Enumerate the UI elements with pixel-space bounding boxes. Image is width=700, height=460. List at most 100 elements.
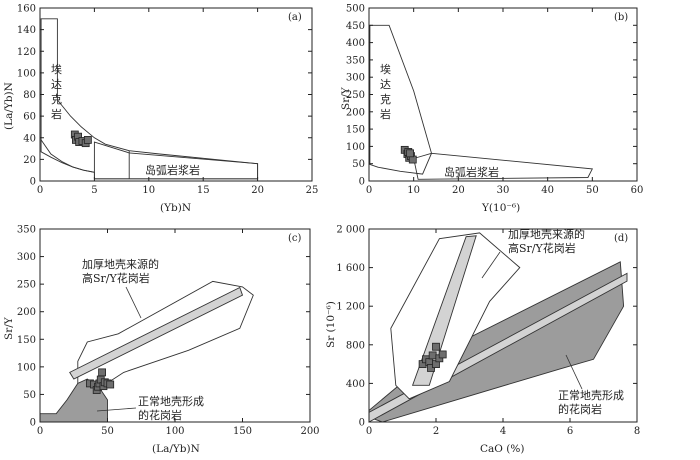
label-island-arc-a: 岛弧岩浆岩 — [145, 163, 200, 177]
y-tick-label: 2 000 — [336, 225, 365, 236]
panel-c-tag: (c) — [288, 233, 302, 244]
y-tick-label: 80 — [23, 90, 36, 101]
label-thickened-d: 加厚地壳来源的 高Sr/Y花岗岩 — [508, 227, 585, 255]
svg-text:的花岗岩: 的花岗岩 — [558, 402, 602, 416]
panel-b-xlabel: Y(10⁻⁶) — [481, 202, 520, 214]
panel-d: 0 2 4 6 8 0 400 800 1 200 1 600 2 000 — [336, 225, 640, 438]
label-adakite-b: 埃 达 克 岩 — [380, 62, 391, 121]
y-tick-label: 50 — [23, 390, 36, 401]
x-tick-label: 0 — [366, 426, 372, 437]
y-tick-label: 60 — [23, 112, 36, 123]
sample-point — [438, 350, 447, 359]
svg-text:克: 克 — [51, 93, 62, 106]
y-tick-label: 300 — [346, 73, 365, 84]
svg-text:正常地壳形成: 正常地壳形成 — [558, 388, 624, 402]
x-tick-label: 2 — [433, 426, 439, 437]
x-tick-label: 10 — [142, 185, 155, 196]
svg-text:高Sr/Y花岗岩: 高Sr/Y花岗岩 — [508, 241, 576, 255]
panel-a-tag: (a) — [288, 12, 302, 23]
x-tick-label: 0 — [366, 185, 372, 196]
svg-text:达: 达 — [380, 78, 391, 91]
field-bar — [69, 286, 244, 380]
sample-point — [83, 136, 92, 144]
panel-c: 0 50 100 150 200 0 50 100 150 200 250 300 350 — [17, 225, 320, 438]
field-adakite — [369, 24, 432, 175]
panel-b-tag: (b) — [614, 12, 628, 23]
panel-c-ylabel: Sr/Y — [3, 316, 15, 340]
y-tick-label: 800 — [346, 340, 365, 351]
label-thickened-c: 加厚地壳来源的 高Sr/Y花岗岩 — [82, 257, 159, 285]
y-tick-label: 120 — [17, 47, 36, 58]
y-tick-label: 350 — [17, 225, 36, 236]
x-tick-label: 6 — [567, 426, 573, 437]
y-tick-label: 350 — [346, 55, 365, 66]
x-tick-label: 30 — [497, 185, 510, 196]
y-tick-label: 140 — [17, 25, 36, 36]
svg-text:正常地壳形成: 正常地壳形成 — [138, 394, 204, 408]
svg-text:岩: 岩 — [380, 107, 391, 121]
y-tick-label: 300 — [17, 252, 36, 263]
x-tick-label: 15 — [197, 185, 210, 196]
label-normal-d: 正常地壳形成 的花岗岩 — [558, 388, 624, 416]
y-tick-label: 20 — [23, 155, 36, 166]
sample-point — [406, 149, 414, 158]
y-tick-label: 100 — [17, 68, 36, 79]
x-tick-label: 50 — [586, 185, 599, 196]
x-tick-label: 40 — [541, 185, 554, 196]
x-tick-label: 5 — [91, 185, 97, 196]
y-tick-label: 150 — [346, 125, 365, 136]
y-tick-label: 150 — [17, 335, 36, 346]
field-island-arc — [93, 141, 259, 180]
panel-b-ylabel: Sr/Y — [340, 86, 352, 110]
panel-b: 0 10 20 30 40 50 60 0 50 100 150 200 250 300 350 400 450… — [346, 4, 643, 197]
sample-point — [428, 351, 437, 360]
x-tick-label: 0 — [37, 185, 43, 196]
svg-text:达: 达 — [51, 78, 62, 91]
svg-text:高Sr/Y花岗岩: 高Sr/Y花岗岩 — [82, 271, 150, 285]
x-tick-label: 150 — [233, 426, 252, 437]
label-normal-c: 正常地壳形成 的花岗岩 — [138, 394, 204, 422]
svg-text:岩: 岩 — [51, 107, 62, 121]
y-tick-label: 0 — [30, 418, 36, 429]
y-tick-label: 400 — [346, 379, 365, 390]
y-tick-label: 50 — [352, 159, 365, 170]
y-tick-label: 200 — [17, 307, 36, 318]
sample-point — [106, 380, 115, 389]
panel-a-ylabel: (La/Yb)N — [3, 82, 15, 130]
label-adakite-a: 埃 达 克 岩 — [51, 62, 62, 121]
svg-text:埃: 埃 — [51, 62, 62, 76]
y-tick-label: 500 — [346, 4, 365, 15]
label-island-arc-b: 岛弧岩浆岩 — [444, 165, 499, 179]
x-tick-label: 4 — [500, 426, 506, 437]
y-tick-label: 40 — [23, 133, 36, 144]
x-tick-label: 8 — [634, 426, 640, 437]
svg-text:加厚地壳来源的: 加厚地壳来源的 — [508, 227, 585, 241]
field-island-arc — [413, 152, 594, 180]
svg-text:克: 克 — [380, 93, 391, 106]
y-tick-label: 0 — [359, 418, 365, 429]
y-tick-label: 160 — [17, 4, 36, 15]
x-tick-label: 0 — [37, 426, 43, 437]
x-tick-label: 100 — [165, 426, 184, 437]
x-tick-label: 10 — [407, 185, 420, 196]
leader-normal-d — [565, 354, 583, 390]
svg-text:的花岗岩: 的花岗岩 — [138, 408, 182, 422]
y-tick-label: 100 — [346, 142, 365, 153]
sample-point — [432, 342, 440, 351]
sample-point — [98, 368, 106, 377]
leader-normal-c — [96, 407, 137, 412]
x-tick-label: 50 — [101, 426, 114, 437]
x-tick-label: 200 — [300, 426, 319, 437]
y-tick-label: 0 — [359, 177, 365, 188]
svg-text:埃: 埃 — [380, 62, 391, 76]
x-tick-label: 20 — [452, 185, 465, 196]
x-tick-label: 20 — [251, 185, 264, 196]
leader-thickened-d — [481, 251, 501, 279]
y-tick-label: 250 — [17, 280, 36, 291]
panel-d-tag: (d) — [614, 233, 628, 244]
y-tick-label: 1 200 — [336, 302, 365, 313]
panel-d-ylabel: Sr (10⁻⁶) — [325, 301, 337, 348]
y-tick-label: 100 — [17, 362, 36, 373]
field-inner-band — [411, 235, 477, 386]
